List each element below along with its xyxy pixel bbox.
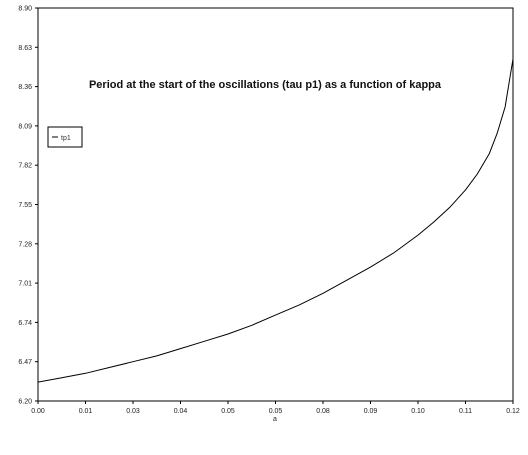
y-tick-label: 7.28 [18,241,32,248]
y-tick-label: 7.55 [18,202,32,209]
y-tick-label: 8.90 [18,6,32,13]
legend-box [47,126,83,148]
x-tick-label: 0.09 [364,408,378,415]
y-tick-label: 8.36 [18,84,32,91]
x-tick-label: 0.04 [174,408,188,415]
series-line-tp1 [37,58,514,383]
x-axis-label: a [273,416,277,423]
x-tick-label: 0.05 [221,408,235,415]
y-tick-label: 6.74 [18,320,32,327]
x-tick-label: 0.05 [269,408,283,415]
y-tick-label: 7.82 [18,163,32,170]
x-tick-label: 0.00 [31,408,45,415]
legend-entry-tp1: tp1 [61,135,71,142]
x-tick-label: 0.08 [316,408,330,415]
y-tick-label: 8.63 [18,45,32,52]
x-tick-label: 0.10 [411,408,425,415]
legend: tp1 [47,126,83,148]
x-tick-label: 0.12 [506,408,520,415]
y-tick-label: 6.47 [18,359,32,366]
y-tick-label: 6.20 [18,399,32,406]
x-tick-label: 0.03 [126,408,140,415]
y-tick-label: 7.01 [18,281,32,288]
y-tick-label: 8.09 [18,123,32,130]
plot-frame [37,7,514,402]
chart-title: Period at the start of the oscillations … [89,79,442,91]
x-tick-label: 0.11 [459,408,472,415]
x-tick-label: 0.01 [79,408,93,415]
